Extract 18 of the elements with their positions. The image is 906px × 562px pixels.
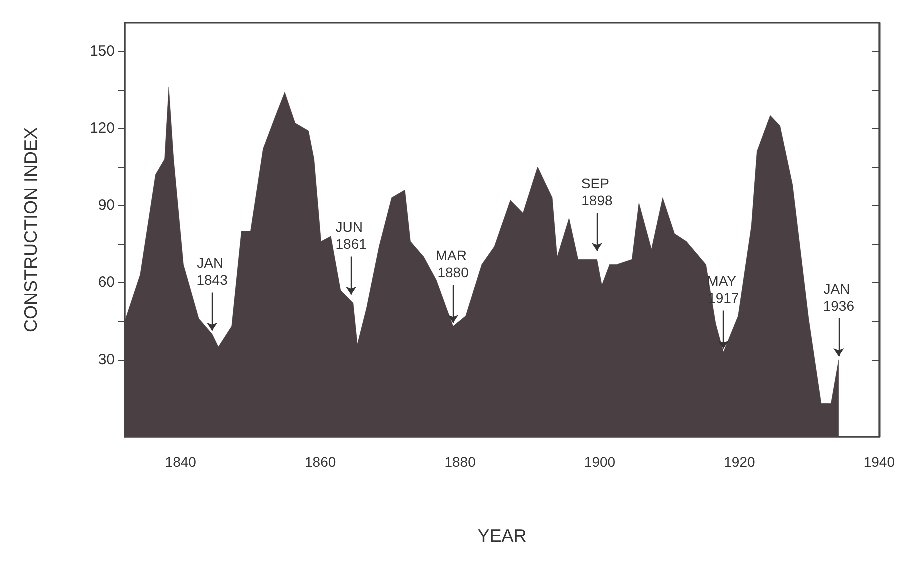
- x-tick-label: 1840: [165, 454, 197, 470]
- y-tick-label: 90: [98, 197, 115, 214]
- annotation: MAR 1880: [436, 248, 471, 281]
- x-tick-label: 1940: [864, 454, 896, 470]
- y-tick-label: 60: [98, 274, 115, 292]
- y-tick-label: 120: [90, 120, 115, 137]
- annotation: JUN 1861: [336, 219, 368, 252]
- y-tick-label: 150: [90, 42, 115, 60]
- annotation: JAN 1843: [196, 255, 228, 288]
- annotation: JAN 1936: [823, 280, 855, 314]
- x-axis-title: YEAR: [478, 526, 527, 546]
- x-tick-label: 1880: [444, 454, 476, 470]
- x-tick-label: 1900: [584, 454, 616, 470]
- y-tick-label: 30: [98, 351, 115, 368]
- annotation: SEP 1898: [581, 176, 614, 209]
- x-tick-label: 1920: [724, 454, 756, 470]
- x-tick-label: 1860: [305, 454, 336, 470]
- y-axis-title: CONSTRUCTION INDEX: [21, 127, 41, 333]
